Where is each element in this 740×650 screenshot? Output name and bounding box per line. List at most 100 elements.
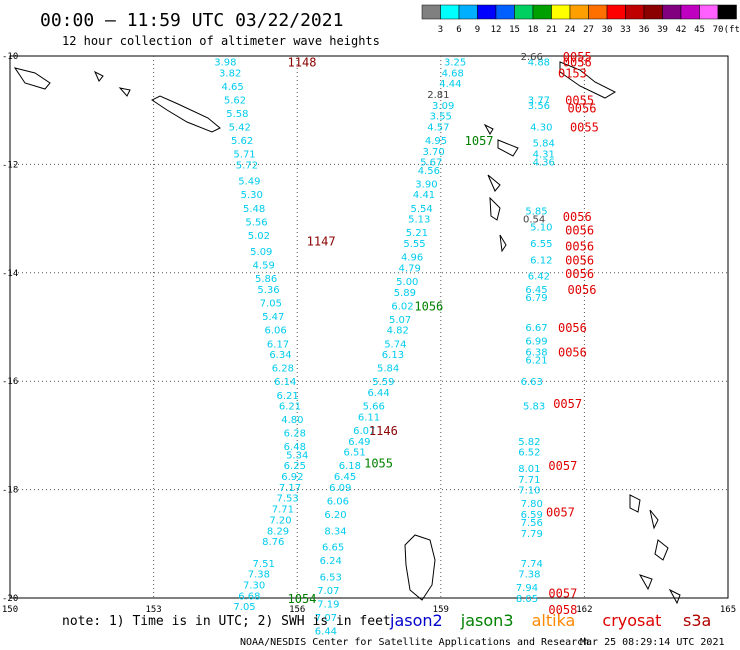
wave-height-label: 5.62 xyxy=(231,136,253,147)
color-scale-tick: 18 xyxy=(528,25,539,35)
pass-number-label: 1148 xyxy=(288,55,317,69)
wave-height-label: 4.57 xyxy=(427,122,449,133)
wave-height-label: 5.89 xyxy=(394,288,416,299)
color-scale-tick: 3 xyxy=(438,25,443,35)
wave-height-label: 6.18 xyxy=(339,461,361,472)
pass-number-label: 0056 xyxy=(568,283,597,297)
wave-height-label: 6.20 xyxy=(324,510,346,521)
wave-height-label: 5.59 xyxy=(372,377,394,388)
wave-height-label: 3.77 xyxy=(528,95,550,106)
wave-height-label: 5.47 xyxy=(262,312,284,323)
color-swatch xyxy=(421,4,441,20)
wave-height-label: 0.54 xyxy=(523,215,545,226)
color-swatch xyxy=(458,4,478,20)
wave-height-label: 5.58 xyxy=(226,109,248,120)
wave-height-label: 3.82 xyxy=(219,68,241,79)
pass-number-label: 0056 xyxy=(565,240,594,254)
wave-height-label: 4.41 xyxy=(413,190,435,201)
wave-height-label: 5.85 xyxy=(525,206,547,217)
wave-height-label: 5.56 xyxy=(245,217,267,228)
footer-note: note: 1) Time is in UTC; 2) SWH is in fe… xyxy=(62,614,391,629)
wave-height-label: 6.34 xyxy=(269,350,291,361)
wave-height-label: 5.21 xyxy=(406,228,428,239)
wave-height-label: 3.55 xyxy=(430,112,452,123)
y-tick-label: -10 xyxy=(2,52,18,62)
wave-height-label: 6.25 xyxy=(284,461,306,472)
wave-height-label: 6.99 xyxy=(525,337,547,348)
wave-height-label: 5.10 xyxy=(530,223,552,234)
pass-number-label: 0057 xyxy=(548,587,577,601)
wave-height-label: 6.55 xyxy=(530,239,552,250)
wave-height-label: 5.49 xyxy=(238,177,260,188)
wave-height-label: 7.74 xyxy=(521,559,543,570)
wave-height-label: 5.54 xyxy=(411,204,433,215)
pass-number-label: 0056 xyxy=(565,223,594,237)
wave-height-label: 6.21 xyxy=(525,356,547,367)
wave-height-label: 6.07 xyxy=(353,426,375,437)
wave-height-label: 6.65 xyxy=(322,543,344,554)
wave-height-label: 6.17 xyxy=(267,339,289,350)
color-swatch xyxy=(680,4,700,20)
wave-height-label: 6.44 xyxy=(315,627,337,638)
pass-number-label: 1146 xyxy=(369,424,398,438)
color-scale-tick: 33 xyxy=(620,25,631,35)
wave-height-label: 6.09 xyxy=(329,483,351,494)
color-scale-tick: 30 xyxy=(602,25,613,35)
wave-height-label: 7.53 xyxy=(276,494,298,505)
wave-height-label: 3.98 xyxy=(214,57,236,68)
wave-height-label: 5.00 xyxy=(396,277,418,288)
wave-height-label: 6.79 xyxy=(525,293,547,304)
wave-height-label: 5.71 xyxy=(233,150,255,161)
color-scale-tick: 9 xyxy=(475,25,480,35)
wave-height-label: 3.09 xyxy=(432,101,454,112)
x-tick-label: 150 xyxy=(2,605,18,615)
wave-height-label: 6.49 xyxy=(348,437,370,448)
coastlines xyxy=(13,61,681,605)
wave-height-label: 5.55 xyxy=(403,239,425,250)
wave-height-label: 3.70 xyxy=(422,147,444,158)
wave-height-label: 7.71 xyxy=(272,505,294,516)
wave-height-label: 8.29 xyxy=(267,526,289,537)
wave-height-label: 5.48 xyxy=(243,204,265,215)
wave-height-label: 7.79 xyxy=(521,529,543,540)
color-swatch xyxy=(532,4,552,20)
pass-number-label: 0057 xyxy=(553,397,582,411)
color-scale-tick: 36 xyxy=(639,25,650,35)
color-scale-tick: 12 xyxy=(491,25,502,35)
pass-number-label: 0056 xyxy=(563,55,592,69)
wave-height-label: 6.13 xyxy=(382,350,404,361)
wave-height-label: 6.12 xyxy=(530,255,552,266)
satellite-name: altika xyxy=(532,611,576,630)
data-marks: 3.983.82 4.65 5.62 5.58 5.42 5.62 5.715.72 5.49… xyxy=(214,50,599,638)
satellite-name: cryosat xyxy=(602,611,661,630)
wave-height-label: 4.31 xyxy=(533,150,555,161)
wave-height-label: 5.86 xyxy=(255,274,277,285)
wave-height-label: 5.67 xyxy=(420,158,442,169)
wave-height-label: 5.13 xyxy=(408,215,430,226)
wave-height-label: 6.06 xyxy=(265,326,287,337)
wave-height-label: 8.01 xyxy=(518,464,540,475)
color-scale-tick: 6 xyxy=(456,25,461,35)
wave-height-label: 5.34 xyxy=(286,450,308,461)
pass-number-label: 0056 xyxy=(565,253,594,267)
y-tick-label: -20 xyxy=(2,594,18,604)
wave-height-label: 4.80 xyxy=(281,415,303,426)
color-scale-tick: 24 xyxy=(565,25,576,35)
coastline-new-caledonia xyxy=(404,534,436,601)
wave-height-label: 4.95 xyxy=(425,136,447,147)
y-tick-label: -16 xyxy=(2,377,18,387)
wave-height-label: 3.90 xyxy=(415,179,437,190)
coastline-islands-nw xyxy=(13,67,131,97)
color-swatch xyxy=(699,4,719,20)
wave-height-label: 7.56 xyxy=(521,518,543,529)
pass-number-label: 1056 xyxy=(414,299,443,313)
y-tick-label: -12 xyxy=(2,160,18,170)
wave-height-label: 7.05 xyxy=(233,602,255,613)
wave-height-label: 7.80 xyxy=(521,499,543,510)
pass-number-label: 0056 xyxy=(565,267,594,281)
pass-number-label: 0057 xyxy=(548,459,577,473)
wave-height-label: 5.74 xyxy=(384,339,406,350)
wave-height-label: 7.51 xyxy=(253,559,275,570)
wave-height-label: 8.76 xyxy=(262,537,284,548)
